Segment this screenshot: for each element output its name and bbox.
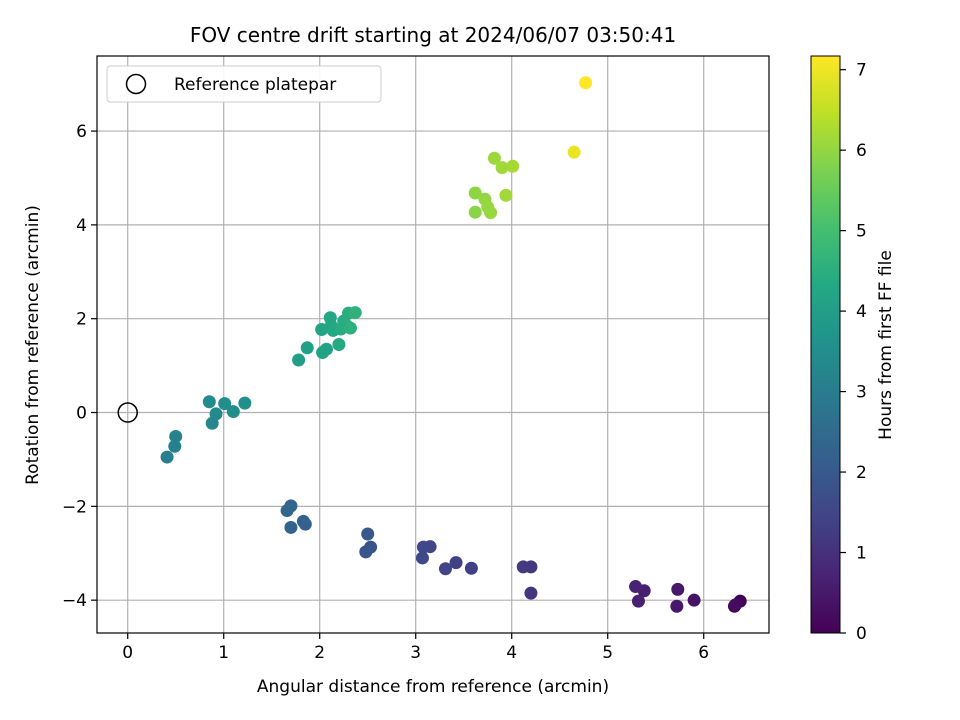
y-tick-label: 6 [76,122,87,142]
x-tick-label: 0 [122,643,133,663]
y-tick-label: 0 [76,404,87,424]
scatter-point [670,599,684,613]
scatter-point [169,429,183,443]
scatter-point [300,341,314,355]
scatter-point [438,562,452,576]
scatter-point [468,186,482,200]
x-tick-label: 3 [410,643,421,663]
colorbar-tick-label: 1 [856,544,867,564]
scatter-point [202,395,216,409]
scatter-points [160,76,747,613]
scatter-point [671,582,685,596]
scatter-point [629,580,643,594]
chart-title: FOV centre drift starting at 2024/06/07 … [190,23,676,47]
scatter-point [359,545,373,559]
scatter-point [567,145,581,159]
scatter-point [168,439,182,453]
scatter-point [449,556,463,570]
scatter-point [209,407,223,421]
legend-entry-label: Reference platepar [174,75,336,95]
x-tick-label: 5 [602,643,613,663]
x-tick-label: 1 [218,643,229,663]
scatter-point [238,396,252,410]
scatter-point [495,161,509,175]
legend-box [106,65,382,103]
y-axis-ticks: −4 −2 0 2 4 6 [62,122,97,611]
scatter-point [292,353,306,367]
reference-point [117,402,138,423]
colorbar-ticks: 0 1 2 3 4 5 6 7 [840,61,867,644]
scatter-point [487,151,501,165]
scatter-point [415,551,429,565]
colorbar [810,55,841,634]
scatter-point [226,405,240,419]
scatter-point [579,76,593,90]
x-axis-ticks: 0 1 2 3 4 5 6 [122,633,709,663]
scatter-point [280,504,294,518]
plot-frame [96,55,770,634]
y-tick-label: 2 [76,310,87,330]
y-axis-label: Rotation from reference (arcmin) [23,205,43,485]
scatter-point [319,342,333,356]
scatter-point [524,586,538,600]
scatter-point [631,594,645,608]
scatter-point [296,514,310,528]
colorbar-tick-label: 3 [856,383,867,403]
scatter-point [728,598,742,612]
x-tick-label: 6 [698,643,709,663]
scatter-point [484,206,498,220]
scatter-point [332,338,346,351]
colorbar-tick-label: 0 [856,624,867,644]
x-tick-label: 4 [506,643,517,663]
scatter-point [343,321,357,335]
scatter-point [160,450,174,464]
colorbar-tick-label: 4 [856,302,867,322]
x-tick-label: 2 [314,643,325,663]
legend: Reference platepar [106,65,382,103]
scatter-point [284,520,298,534]
scatter-point [468,205,482,219]
scatter-point [416,540,430,554]
y-tick-label: −4 [62,591,87,611]
scatter-point [506,159,520,173]
grid-lines [97,56,769,633]
colorbar-tick-label: 5 [856,222,867,242]
scatter-point [499,188,513,202]
scatter-point [464,561,478,575]
y-tick-label: −2 [62,497,87,517]
colorbar-tick-label: 6 [856,141,867,161]
scatter-point [348,306,362,320]
scatter-point [361,527,375,541]
colorbar-tick-label: 7 [856,61,867,81]
x-axis-label: Angular distance from reference (arcmin) [257,677,609,697]
y-tick-label: 4 [76,216,87,236]
scatter-point [687,593,701,607]
colorbar-tick-label: 2 [856,463,867,483]
scatter-point [516,560,530,574]
scatter-point [218,397,232,411]
colorbar-label: Hours from first FF file [876,250,896,440]
legend-marker-icon [125,73,147,95]
